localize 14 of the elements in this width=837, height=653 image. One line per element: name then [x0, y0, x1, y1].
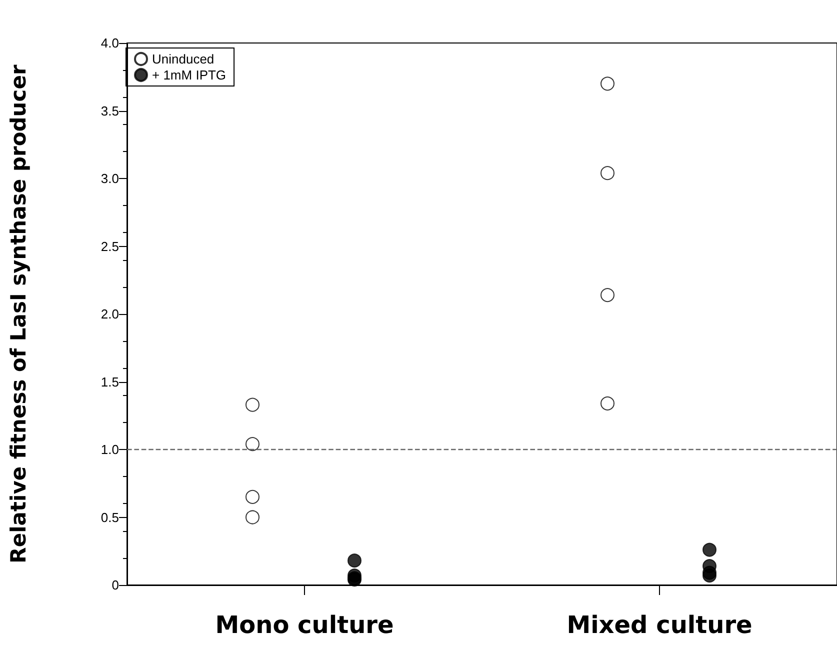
legend-label: Uninduced — [152, 52, 214, 66]
y-tick-label: 0 — [112, 578, 119, 592]
x-tick-label: Mono culture — [215, 611, 394, 639]
y-tick-label: 4.0 — [100, 36, 119, 50]
y-tick-label: 3.5 — [100, 103, 119, 118]
y-tick-label: 2.0 — [100, 306, 119, 322]
y-tick-label: 3.0 — [100, 171, 119, 186]
y-tick-label: 2.5 — [100, 238, 119, 254]
y-axis-title: Relative fitness of LasI synthase producer — [6, 64, 30, 564]
y-tick-label: 1.0 — [100, 442, 119, 457]
y-tick-label: 0.5 — [100, 510, 119, 525]
x-tick-label: Mixed culture — [566, 611, 752, 639]
legend-label: + 1mM IPTG — [152, 68, 226, 82]
y-tick-label: 1.5 — [100, 374, 119, 390]
